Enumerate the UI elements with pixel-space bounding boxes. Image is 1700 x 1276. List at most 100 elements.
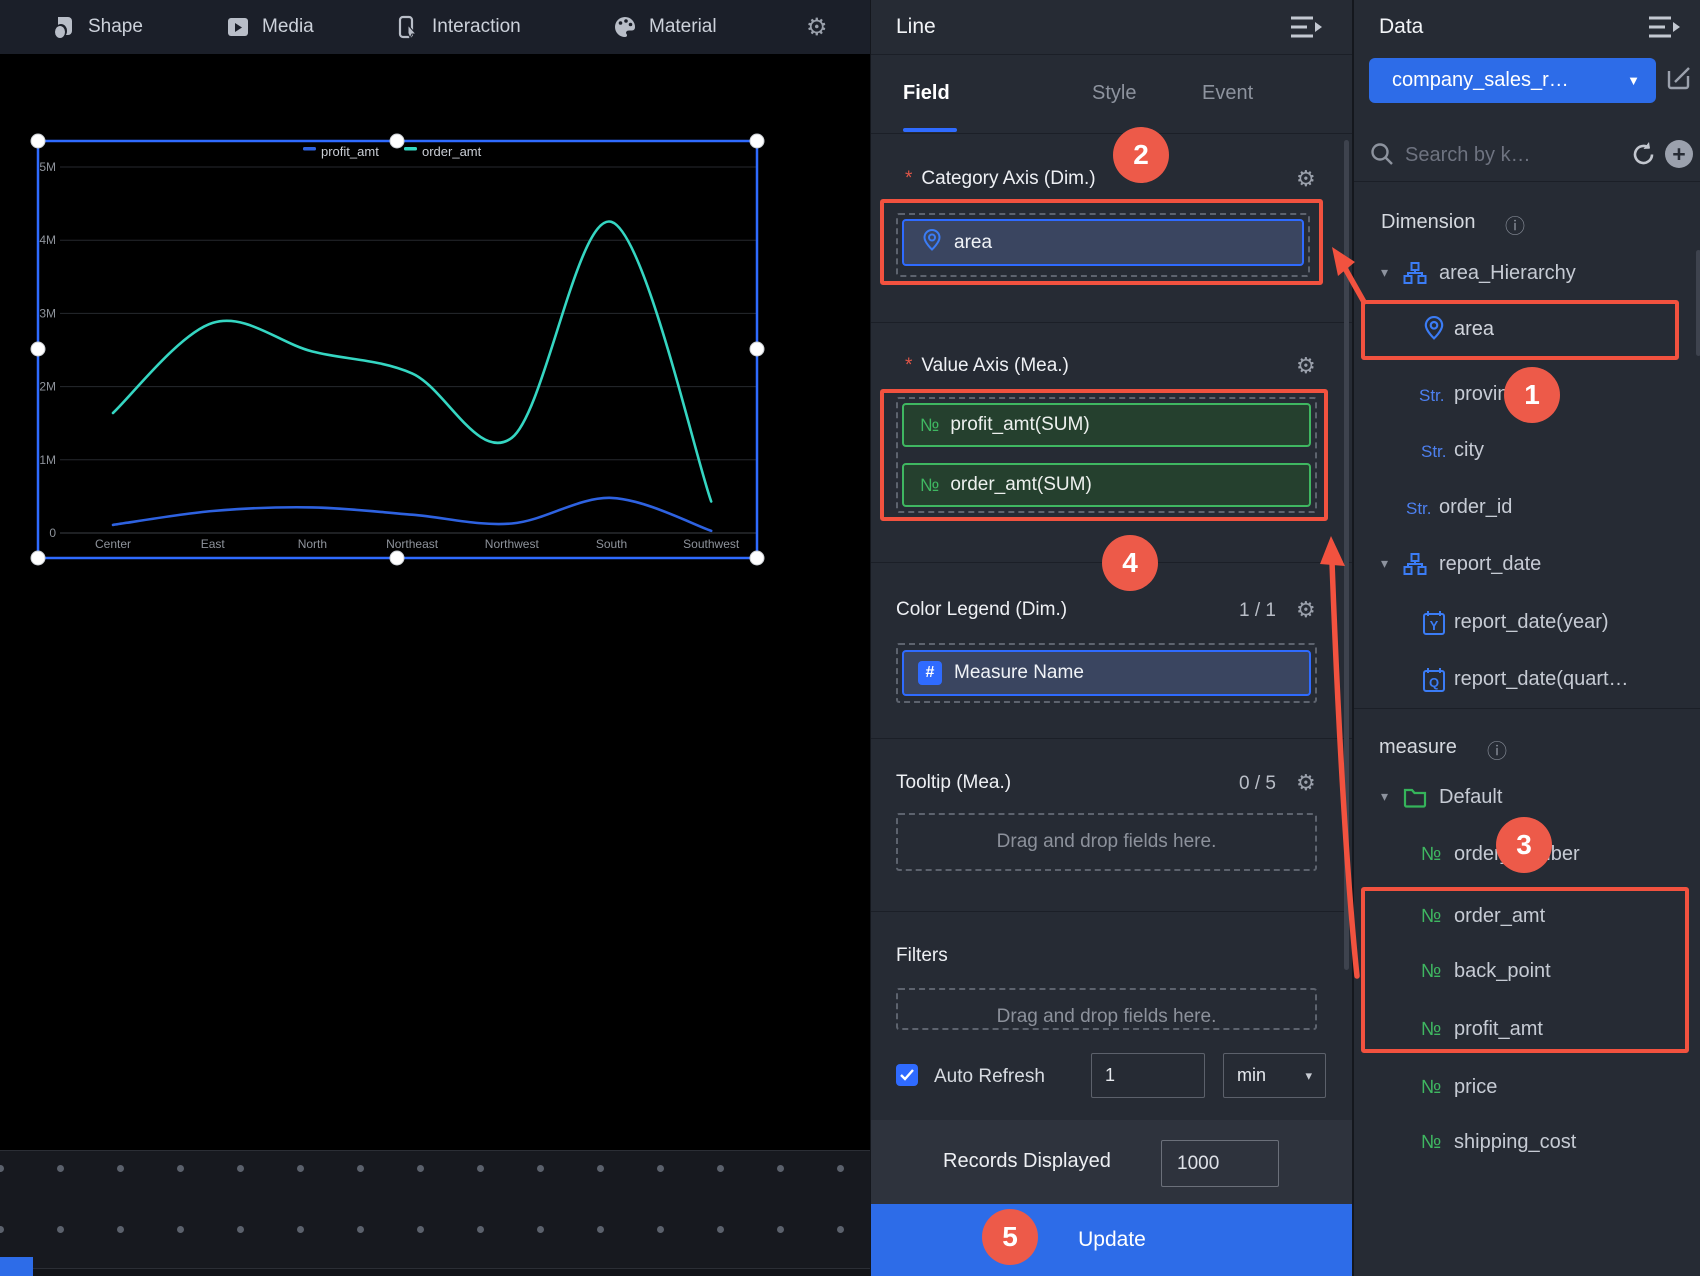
dimension-header: Dimension [1381, 211, 1476, 233]
svg-text:1M: 1M [39, 453, 56, 467]
tree-item-default-folder[interactable]: Default [1439, 786, 1503, 808]
panel-title-data: Data [1379, 15, 1424, 38]
caret-down-icon[interactable]: ▾ [1381, 555, 1389, 571]
refresh-icon[interactable] [1630, 141, 1657, 173]
grid-dot [476, 1225, 484, 1233]
tree-item-report-date-year[interactable]: report_date(year) [1454, 611, 1609, 633]
svg-text:order_amt: order_amt [422, 144, 482, 159]
grid-dot [176, 1164, 184, 1172]
add-field-button[interactable]: + [1665, 140, 1693, 168]
annotation-circle-1: 1 [1504, 367, 1560, 423]
color-legend-gear-icon[interactable]: ⚙ [1296, 597, 1316, 622]
toolbar-item-shape[interactable]: Shape [51, 0, 143, 54]
tooltip-dropzone[interactable]: Drag and drop fields here. [896, 813, 1317, 871]
svg-text:South: South [596, 537, 627, 551]
line-config-panel: Line Field Style Event * Category Axis (… [870, 0, 1353, 1276]
filters-dropzone[interactable]: Drag and drop fields here. [896, 988, 1317, 1030]
svg-text:4M: 4M [39, 233, 56, 247]
caret-down-icon[interactable]: ▾ [1381, 264, 1389, 280]
tree-item-back-point[interactable]: back_point [1454, 960, 1551, 982]
grid-dot [236, 1164, 244, 1172]
grid-dot [296, 1225, 304, 1233]
refresh-unit-select[interactable]: min ▾ [1223, 1053, 1326, 1098]
number-type-icon: № [1421, 906, 1442, 927]
value-axis-dropzone[interactable] [896, 397, 1317, 513]
toolbar-item-media[interactable]: Media [225, 0, 314, 54]
tree-item-order-amt[interactable]: order_amt [1454, 905, 1546, 927]
search-icon [1369, 141, 1395, 172]
category-axis-gear-icon[interactable]: ⚙ [1296, 166, 1316, 191]
tab-event[interactable]: Event [1202, 82, 1254, 104]
grid-dot [776, 1164, 784, 1172]
category-axis-label: * Category Axis (Dim.) [905, 168, 1096, 189]
line-panel-tabs: Field Style Event [871, 54, 1353, 134]
data-panel: Data company_sales_r… ▼ Search by k… + D… [1352, 0, 1700, 1276]
toolbar-item-material[interactable]: Material [612, 0, 717, 54]
tree-item-order-id[interactable]: order_id [1439, 496, 1513, 518]
collapse-panel-icon[interactable] [1289, 13, 1323, 48]
shape-icon [51, 14, 77, 40]
required-asterisk: * [905, 168, 913, 189]
tree-item-report-date-quarter[interactable]: report_date(quart… [1454, 668, 1629, 690]
tooltip-gear-icon[interactable]: ⚙ [1296, 770, 1316, 795]
records-displayed-input[interactable]: 1000 [1161, 1140, 1279, 1187]
number-type-icon: № [920, 474, 940, 495]
collapse-panel-icon[interactable] [1647, 13, 1681, 48]
media-icon [225, 14, 251, 40]
tree-item-shipping-cost[interactable]: shipping_cost [1454, 1131, 1577, 1153]
value-axis-gear-icon[interactable]: ⚙ [1296, 353, 1316, 378]
grid-dot [416, 1225, 424, 1233]
info-icon[interactable]: ⓘ [1505, 216, 1525, 238]
caret-down-icon[interactable]: ▾ [1381, 788, 1389, 804]
update-button[interactable]: Update [871, 1204, 1353, 1276]
location-pin-icon [1423, 315, 1445, 345]
required-asterisk: * [905, 355, 913, 376]
dataset-select[interactable]: company_sales_r… ▼ [1369, 58, 1656, 103]
tree-item-price[interactable]: price [1454, 1076, 1498, 1098]
category-axis-dropzone[interactable] [896, 213, 1310, 277]
color-legend-label: Color Legend (Dim.) [896, 599, 1068, 620]
string-type-icon: Str. [1421, 442, 1447, 461]
search-input[interactable]: Search by k… [1405, 144, 1531, 166]
line-panel-scrollbar[interactable] [1344, 140, 1349, 970]
svg-text:Northeast: Northeast [386, 537, 439, 551]
toolbar-item-interaction[interactable]: Interaction [395, 0, 521, 54]
annotation-circle-5: 5 [982, 1209, 1038, 1265]
color-legend-count: 1 / 1 [1239, 600, 1276, 621]
tree-item-area-hierarchy[interactable]: area_Hierarchy [1439, 262, 1576, 284]
tab-style[interactable]: Style [1092, 82, 1137, 104]
data-panel-scrollbar[interactable] [1696, 250, 1700, 356]
color-legend-field[interactable]: # Measure Name [902, 650, 1311, 696]
string-type-icon: Str. [1419, 386, 1445, 405]
design-canvas[interactable]: 0 1M 2M 3M 4M 5M Center East North Northeast North… [0, 54, 870, 1276]
tree-item-city[interactable]: city [1454, 439, 1484, 461]
edit-dataset-icon[interactable] [1666, 64, 1693, 96]
refresh-interval-input[interactable]: 1 [1091, 1053, 1205, 1098]
caret-down-icon: ▼ [1627, 73, 1640, 88]
info-icon[interactable]: ⓘ [1487, 741, 1507, 763]
caret-down-icon: ▾ [1305, 1067, 1312, 1083]
annotation-circle-2: 2 [1113, 127, 1169, 183]
tree-item-report-date[interactable]: report_date [1439, 553, 1542, 575]
value-axis-field-order[interactable]: № order_amt(SUM) [902, 463, 1311, 507]
calendar-quarter-icon: Q [1422, 667, 1446, 698]
auto-refresh-checkbox[interactable] [896, 1064, 918, 1086]
svg-text:3M: 3M [39, 306, 56, 320]
svg-text:Northwest: Northwest [485, 537, 540, 551]
color-legend-dropzone[interactable] [896, 643, 1317, 703]
dropzone-placeholder: Drag and drop fields here. [996, 1006, 1217, 1027]
tree-item-profit-amt[interactable]: profit_amt [1454, 1018, 1543, 1040]
svg-text:Q: Q [1429, 675, 1439, 690]
category-axis-field-area[interactable]: area [902, 219, 1304, 266]
value-axis-field-profit[interactable]: № profit_amt(SUM) [902, 403, 1311, 447]
tooltip-count: 0 / 5 [1239, 773, 1276, 794]
svg-text:2M: 2M [39, 380, 56, 394]
interaction-icon [395, 14, 421, 40]
toolbar-item-label: Shape [88, 16, 143, 37]
tree-item-area[interactable]: area [1454, 318, 1495, 340]
panel-title-line: Line [896, 15, 936, 38]
line-chart-widget[interactable]: 0 1M 2M 3M 4M 5M Center East North Northeast North… [0, 54, 870, 1150]
canvas-settings-gear-icon[interactable]: ⚙ [806, 13, 828, 41]
material-icon [612, 14, 638, 40]
tab-field[interactable]: Field [903, 82, 950, 104]
